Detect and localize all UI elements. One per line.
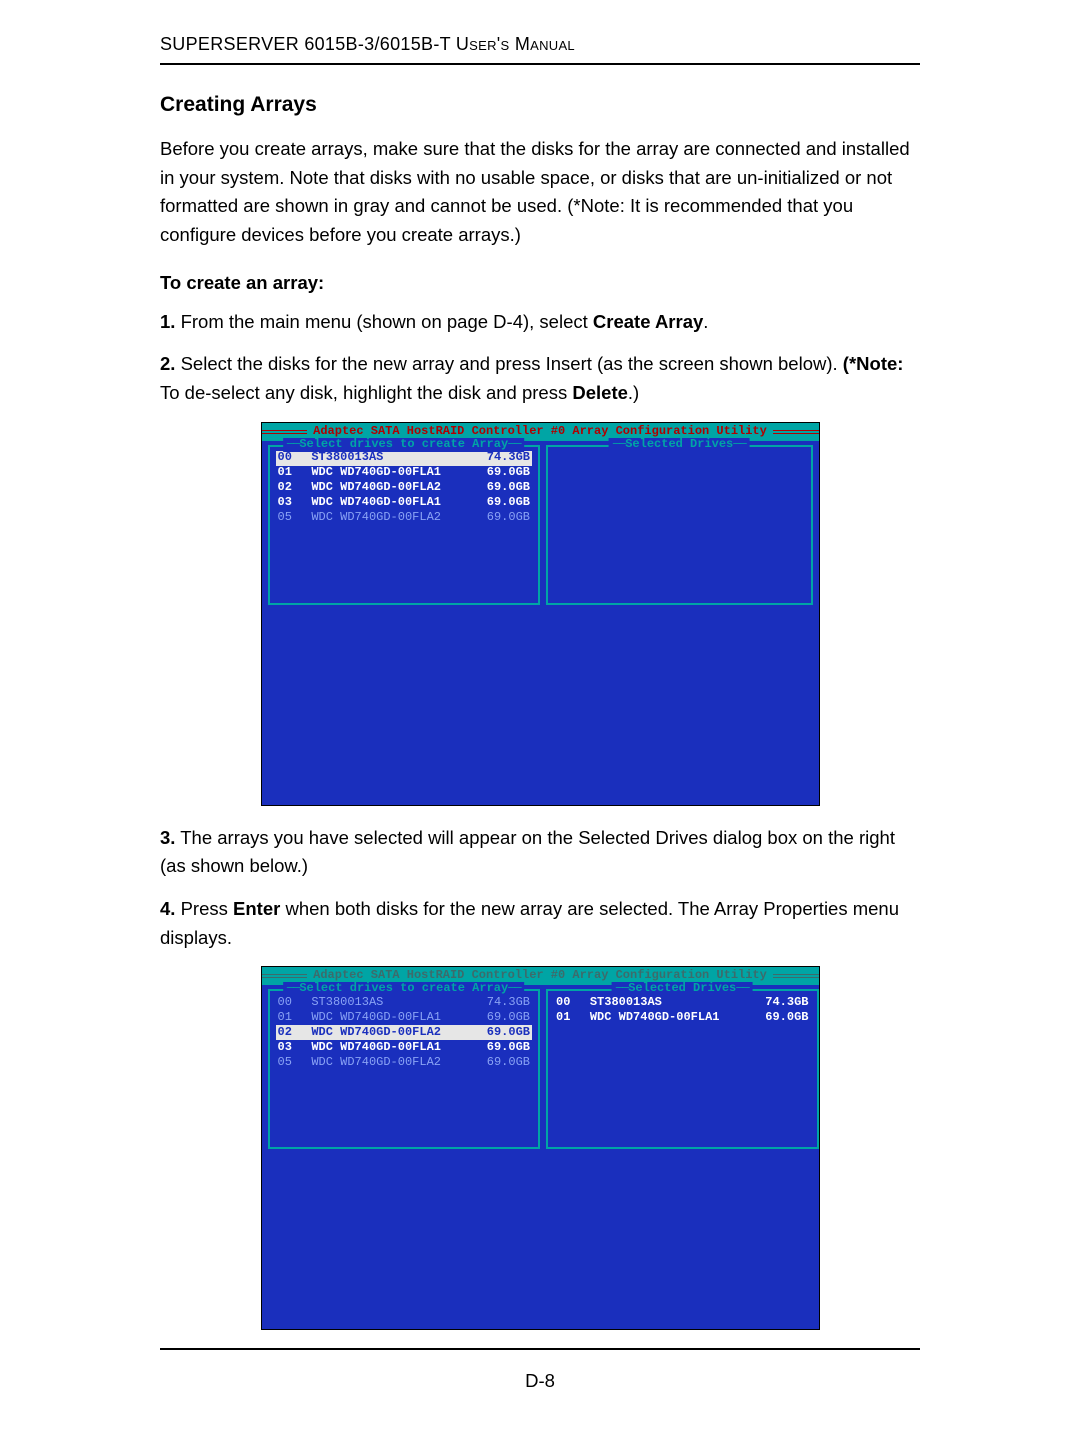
drive-id: 01: [556, 1011, 580, 1025]
step-4-num: 4.: [160, 898, 175, 919]
selected-drives-label-text-2: Selected Drives: [628, 981, 736, 995]
drive-name: WDC WD740GD-00FLA1: [311, 1011, 460, 1025]
selected-drives-label-text: Selected Drives: [625, 437, 733, 451]
drive-row[interactable]: 02 WDC WD740GD-00FLA2 69.0GB: [276, 1025, 533, 1040]
drive-size: 69.0GB: [470, 496, 530, 510]
drive-id: 01: [278, 466, 302, 480]
drive-size: 74.3GB: [749, 996, 809, 1010]
drive-size: 69.0GB: [470, 511, 530, 525]
drive-size: 69.0GB: [470, 481, 530, 495]
select-drives-label-text-2: Select drives to create Array: [299, 981, 508, 995]
select-drives-panel[interactable]: ──Select drives to create Array── 00ST38…: [268, 445, 541, 605]
drive-name: WDC WD740GD-00FLA1: [590, 1011, 739, 1025]
drive-name: ST380013AS: [311, 451, 460, 465]
drive-id: 00: [278, 451, 302, 465]
drive-size: 69.0GB: [470, 466, 530, 480]
drive-id: 03: [278, 496, 302, 510]
manual-page: SUPERSERVER 6015B-3/6015B-T User's Manua…: [160, 30, 920, 1392]
drive-id: 01: [278, 1011, 302, 1025]
drive-list-left-2: 00 ST380013AS 74.3GB 01 WDC WD740GD-00FLA1 69…: [270, 991, 539, 1074]
drive-name: ST380013AS: [590, 996, 739, 1010]
step-1-num: 1.: [160, 311, 175, 332]
drive-size: 69.0GB: [749, 1011, 809, 1025]
drive-size: 69.0GB: [470, 1026, 530, 1040]
drive-id: 02: [278, 481, 302, 495]
select-drives-panel-2[interactable]: ──Select drives to create Array── 00ST38…: [268, 989, 541, 1149]
drive-row[interactable]: 01 WDC WD740GD-00FLA1 69.0GB: [554, 1010, 811, 1025]
drive-row[interactable]: 00 ST380013AS 74.3GB: [276, 995, 533, 1010]
drive-list-right-2: 00 ST380013AS 74.3GB 01 WDC WD740GD-00FLA1 69…: [548, 991, 817, 1029]
footer-rule: [160, 1348, 920, 1350]
step-3-num: 3.: [160, 827, 175, 848]
drive-size: 69.0GB: [470, 1041, 530, 1055]
step-4-text-a: Press: [175, 898, 233, 919]
drive-name: WDC WD740GD-00FLA2: [311, 1026, 460, 1040]
selected-drives-panel: ──Selected Drives──: [546, 445, 813, 605]
drive-row[interactable]: 02 WDC WD740GD-00FLA2 69.0GB: [276, 481, 533, 496]
step-2-text-b: To de-select any disk, highlight the dis…: [160, 382, 572, 403]
select-drives-label: ──Select drives to create Array──: [283, 438, 525, 452]
drive-row[interactable]: 03 WDC WD740GD-00FLA1 69.0GB: [276, 1040, 533, 1055]
page-number: D-8: [160, 1370, 920, 1392]
step-2-text-a: Select the disks for the new array and p…: [175, 353, 842, 374]
drive-size: 74.3GB: [470, 451, 530, 465]
drive-row[interactable]: 01 WDC WD740GD-00FLA1 69.0GB: [276, 1010, 533, 1025]
select-drives-label-2: ──Select drives to create Array──: [283, 982, 525, 996]
step-3: 3. The arrays you have selected will app…: [160, 824, 920, 881]
drive-size: 74.3GB: [470, 996, 530, 1010]
drive-name: WDC WD740GD-00FLA2: [311, 1056, 460, 1070]
drive-row[interactable]: 01 WDC WD740GD-00FLA1 69.0GB: [276, 466, 533, 481]
selected-drives-label-2: ──Selected Drives──: [612, 982, 753, 996]
drive-id: 05: [278, 511, 302, 525]
step-2-kw2: Delete: [572, 382, 628, 403]
step-2-kw1: (*Note:: [843, 353, 904, 374]
selected-drives-label: ──Selected Drives──: [609, 438, 750, 452]
selected-drives-panel-2: ──Selected Drives── 00ST380013AS74.3GB01…: [546, 989, 819, 1149]
header-rule: [160, 63, 920, 65]
intro-paragraph: Before you create arrays, make sure that…: [160, 135, 920, 250]
step-1-kw: Create Array: [593, 311, 703, 332]
drive-row[interactable]: 00 ST380013AS 74.3GB: [554, 995, 811, 1010]
select-drives-label-text: Select drives to create Array: [299, 437, 508, 451]
bios-screenshot-1: Adaptec SATA HostRAID Controller #0 Arra…: [261, 422, 820, 806]
drive-id: 05: [278, 1056, 302, 1070]
manual-header: SUPERSERVER 6015B-3/6015B-T User's Manua…: [160, 30, 920, 63]
step-2-num: 2.: [160, 353, 175, 374]
bios-panels: ──Select drives to create Array── 00 ST38…: [262, 441, 819, 605]
step-4-kw: Enter: [233, 898, 280, 919]
drive-list-left: 00 ST380013AS 74.3GB 01 WDC WD740GD-00FLA1 69…: [270, 447, 539, 530]
step-1: 1. From the main menu (shown on page D-4…: [160, 308, 920, 337]
step-1-text-b: .: [703, 311, 708, 332]
drive-name: WDC WD740GD-00FLA1: [311, 1041, 460, 1055]
bios-background-fill-2: [262, 1149, 819, 1329]
step-4: 4. Press Enter when both disks for the n…: [160, 895, 920, 952]
drive-name: WDC WD740GD-00FLA1: [311, 496, 460, 510]
step-2: 2. Select the disks for the new array an…: [160, 350, 920, 407]
drive-size: 69.0GB: [470, 1011, 530, 1025]
bios-background-fill: [262, 605, 819, 805]
section-title: Creating Arrays: [160, 93, 920, 117]
step-1-text-a: From the main menu (shown on page D-4), …: [175, 311, 592, 332]
drive-row[interactable]: 05 WDC WD740GD-00FLA2 69.0GB: [276, 511, 533, 526]
drive-row[interactable]: 05 WDC WD740GD-00FLA2 69.0GB: [276, 1055, 533, 1070]
bios-screenshot-2: Adaptec SATA HostRAID Controller #0 Arra…: [261, 966, 820, 1330]
drive-name: ST380013AS: [311, 996, 460, 1010]
drive-name: WDC WD740GD-00FLA2: [311, 511, 460, 525]
drive-id: 02: [278, 1026, 302, 1040]
drive-name: WDC WD740GD-00FLA1: [311, 466, 460, 480]
bios-panels-2: ──Select drives to create Array── 00 ST38…: [262, 985, 819, 1149]
drive-row[interactable]: 00 ST380013AS 74.3GB: [276, 451, 533, 466]
drive-id: 00: [278, 996, 302, 1010]
drive-id: 03: [278, 1041, 302, 1055]
drive-name: WDC WD740GD-00FLA2: [311, 481, 460, 495]
subhead-to-create: To create an array:: [160, 272, 920, 294]
drive-row[interactable]: 03 WDC WD740GD-00FLA1 69.0GB: [276, 496, 533, 511]
drive-size: 69.0GB: [470, 1056, 530, 1070]
step-3-text: The arrays you have selected will appear…: [160, 827, 895, 877]
drive-id: 00: [556, 996, 580, 1010]
step-2-text-c: .): [628, 382, 639, 403]
manual-header-text: SUPERSERVER 6015B-3/6015B-T User's Manua…: [160, 34, 575, 54]
